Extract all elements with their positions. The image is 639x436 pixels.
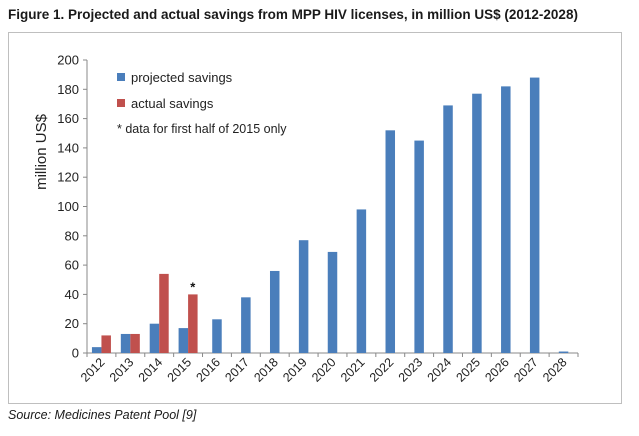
x-tick-label: 2019: [280, 355, 310, 385]
bar-projected-2024: [443, 105, 453, 353]
bar-projected-2016: [212, 319, 222, 353]
chart-frame: [8, 32, 622, 404]
y-tick-label: 200: [57, 53, 79, 68]
x-tick-label: 2018: [251, 355, 281, 385]
y-tick-label: 60: [65, 258, 79, 273]
bar-projected-2022: [385, 130, 396, 353]
y-tick-label: 160: [57, 111, 79, 126]
bar-projected-2027: [529, 77, 540, 353]
bar-projected-2015: [178, 328, 189, 353]
bar-projected-2021: [356, 209, 367, 353]
x-tick-label: 2016: [194, 355, 224, 385]
y-tick-label: 180: [57, 82, 79, 97]
bar-projected-2014: [149, 323, 160, 353]
legend-note: * data for first half of 2015 only: [117, 122, 287, 136]
annotation-asterisk: *: [190, 279, 196, 294]
y-tick-label: 80: [65, 228, 79, 243]
bar-projected-2020: [327, 251, 338, 353]
bar-projected-2017: [241, 297, 251, 353]
bar-actual-2014: [159, 273, 169, 353]
x-tick-label: 2022: [367, 355, 397, 385]
x-tick-label: 2028: [540, 355, 570, 385]
legend-swatch-projected: [117, 73, 125, 81]
x-tick-label: 2017: [222, 355, 252, 385]
y-tick-label: 140: [57, 140, 79, 155]
x-tick-label: 2020: [309, 355, 339, 385]
x-tick-label: 2023: [396, 355, 426, 385]
bar-projected-2012: [91, 347, 102, 353]
x-tick-label: 2015: [165, 355, 195, 385]
legend: projected savings actual savings * data …: [117, 70, 287, 136]
y-tick-label: 100: [57, 199, 79, 214]
bar-projected-2026: [501, 86, 511, 354]
y-tick-label: 40: [65, 287, 79, 302]
x-tick-label: 2013: [107, 355, 137, 385]
y-tick-label: 20: [65, 316, 79, 331]
x-tick-label: 2026: [482, 355, 512, 385]
y-tick-label: 0: [72, 346, 79, 361]
x-tick-label: 2025: [453, 355, 483, 385]
x-tick-label: 2012: [78, 355, 108, 385]
bar-projected-2025: [472, 93, 482, 353]
legend-label-actual: actual savings: [131, 96, 214, 111]
x-tick-label: 2014: [136, 355, 166, 385]
x-tick-label: 2027: [511, 355, 541, 385]
x-tick-label: 2024: [425, 355, 455, 385]
legend-swatch-actual: [117, 99, 125, 107]
y-axis-label: million US$: [33, 113, 50, 190]
bar-projected-2028: [558, 351, 569, 353]
figure-title: Figure 1. Projected and actual savings f…: [8, 7, 578, 22]
bar-actual-2015: [188, 294, 198, 353]
legend-label-projected: projected savings: [131, 70, 233, 85]
bar-projected-2013: [120, 333, 131, 353]
bar-projected-2019: [298, 240, 309, 353]
bar-actual-2012: [101, 335, 111, 353]
bar-projected-2018: [269, 270, 280, 353]
bar-actual-2013: [130, 333, 140, 353]
x-tick-label: 2021: [338, 355, 368, 385]
source-note: Source: Medicines Patent Pool [9]: [8, 408, 197, 422]
bar-projected-2023: [414, 140, 424, 353]
y-tick-label: 120: [57, 170, 79, 185]
